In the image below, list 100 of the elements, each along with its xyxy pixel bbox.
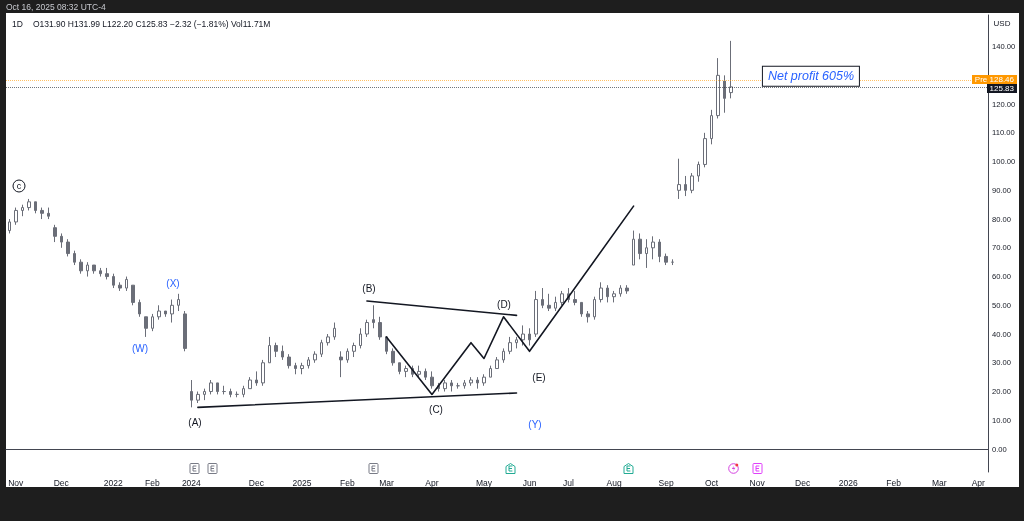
candlestick <box>450 379 453 393</box>
candlestick <box>92 264 96 275</box>
candlestick <box>508 336 512 355</box>
candlestick <box>131 284 135 306</box>
candlestick <box>359 327 362 349</box>
candlestick <box>47 207 50 220</box>
text: O131.90 H131.99 L122.20 C125.83 −2.32 (−1.81%) Vol11.71M <box>32 19 271 29</box>
annotation: c <box>12 179 26 193</box>
annotation: (Y) <box>528 419 542 430</box>
x-tick-label: Dec <box>795 477 811 488</box>
candlestick <box>651 235 655 260</box>
candlestick <box>144 316 148 338</box>
candlestick <box>710 109 713 145</box>
candlestick <box>40 207 44 220</box>
x-tick-label: Feb <box>886 477 902 488</box>
candlestick <box>112 273 115 289</box>
candlestick <box>216 382 219 395</box>
annotation: (D) <box>497 299 511 310</box>
candlestick <box>482 373 486 387</box>
candlestick <box>684 175 687 197</box>
candlestick <box>248 376 252 390</box>
annotation: (E) <box>532 372 546 383</box>
annotation: (X) <box>166 278 180 289</box>
x-tick-label: 2022 <box>103 477 124 488</box>
candlestick <box>60 232 63 249</box>
candlestick <box>183 310 187 352</box>
candlestick <box>424 368 427 381</box>
candlestick <box>125 276 128 292</box>
x-tick-label: May <box>475 477 493 488</box>
candlestick <box>66 238 70 257</box>
x-tick-label: Mar <box>931 477 947 488</box>
x-tick-label: Feb <box>340 477 356 488</box>
ref-line-label: 125.83 <box>986 83 1017 93</box>
candlestick <box>242 385 245 398</box>
candlestick <box>203 388 206 401</box>
y-axis-title: USD <box>993 19 1011 28</box>
candlestick <box>274 342 278 358</box>
candlestick <box>469 376 473 387</box>
candlestick <box>268 336 271 364</box>
candlestick <box>502 347 505 364</box>
candlestick <box>645 238 648 269</box>
candlestick <box>326 333 330 347</box>
candlestick <box>118 281 122 292</box>
candlestick <box>21 204 24 217</box>
x-tick-label: Jun <box>522 477 537 488</box>
candlestick <box>580 301 583 318</box>
annotation: (C) <box>429 404 443 415</box>
candlestick <box>612 290 616 303</box>
candlestick <box>138 299 141 318</box>
candlestick <box>599 281 603 303</box>
candlestick <box>528 327 531 347</box>
candlestick <box>177 293 180 312</box>
candlestick <box>625 284 629 295</box>
candlestick <box>638 232 642 260</box>
text: 1D <box>12 19 23 29</box>
candlestick <box>619 284 622 298</box>
candlestick <box>300 362 304 375</box>
candlestick <box>664 253 668 266</box>
candlestick <box>404 365 408 378</box>
candlestick <box>534 290 538 338</box>
x-tick-label: Dec <box>53 477 70 488</box>
candlestick <box>313 350 317 364</box>
ref-line-label: Pre 128.46 <box>971 74 1017 84</box>
candlestick <box>489 365 492 378</box>
x-tick-label: 2025 <box>292 477 312 488</box>
candlestick <box>378 316 382 341</box>
x-tick-label: Nov <box>8 477 25 488</box>
x-tick-label: Apr <box>425 477 439 488</box>
candlestick <box>606 284 609 303</box>
candlestick <box>157 304 161 321</box>
candlestick <box>573 290 577 306</box>
annotation: (A) <box>188 417 202 428</box>
candlestick <box>690 172 694 194</box>
candlestick <box>294 362 297 375</box>
candlestick <box>391 347 395 367</box>
annotation: (B) <box>362 283 376 294</box>
candlestick <box>703 132 707 168</box>
x-tick-label: Apr <box>971 477 986 488</box>
candlestick <box>586 310 590 324</box>
candlestick <box>287 353 291 370</box>
candlestick <box>729 40 733 99</box>
candlestick <box>307 356 310 370</box>
text: Oct 16, 2025 08:32 UTC-4 <box>6 1 106 12</box>
candlestick <box>151 313 154 332</box>
candlestick <box>677 158 681 200</box>
candlestick <box>255 370 258 387</box>
candlestick <box>229 388 232 398</box>
candlestick <box>398 362 401 375</box>
candlestick <box>209 379 213 395</box>
candlestick <box>34 201 37 214</box>
x-tick-label: Nov <box>749 477 766 488</box>
x-tick-label: Aug <box>606 477 622 488</box>
candlestick <box>365 319 369 338</box>
candlestick <box>593 296 596 321</box>
candlestick <box>476 376 479 390</box>
annotation: (W) <box>131 343 149 354</box>
candlestick <box>443 379 447 393</box>
candlestick <box>352 342 356 358</box>
candlestick <box>320 339 323 358</box>
candlestick <box>541 287 544 309</box>
